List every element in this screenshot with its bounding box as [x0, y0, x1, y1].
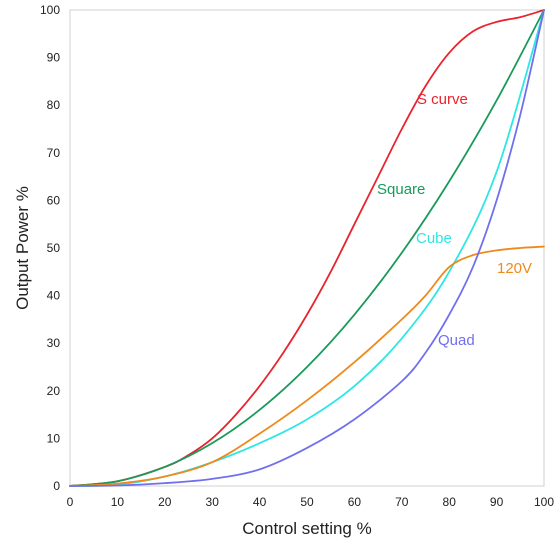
y-tick-label: 70	[47, 146, 61, 160]
series-label-quad: Quad	[438, 332, 475, 349]
x-tick-label: 20	[158, 495, 172, 509]
x-tick-label: 90	[490, 495, 504, 509]
series-label-square: Square	[377, 181, 425, 198]
series-line-120v	[69, 245, 545, 487]
x-tick-label: 50	[300, 495, 314, 509]
y-tick-label: 20	[47, 384, 61, 398]
x-tick-label: 10	[111, 495, 125, 509]
y-tick-label: 10	[47, 431, 61, 445]
x-tick-label: 40	[253, 495, 267, 509]
y-tick-label: 90	[47, 51, 61, 65]
x-tick-label: 70	[395, 495, 409, 509]
y-tick-label: 60	[47, 193, 61, 207]
series-line-s-curve	[69, 9, 545, 487]
y-tick-label: 30	[47, 336, 61, 350]
y-tick-label: 40	[47, 289, 61, 303]
y-tick-label: 0	[53, 479, 60, 493]
x-axis-title: Control setting %	[242, 519, 371, 538]
series-line-cube	[69, 9, 545, 487]
y-tick-label: 80	[47, 98, 61, 112]
x-tick-label: 80	[443, 495, 457, 509]
series-line-square	[69, 9, 545, 487]
y-tick-label: 50	[47, 241, 61, 255]
x-tick-label: 60	[348, 495, 362, 509]
x-tick-label: 100	[534, 495, 554, 509]
series-label-120v: 120V	[497, 260, 532, 277]
series-label-s-curve: S curve	[417, 91, 468, 108]
x-tick-label: 30	[206, 495, 220, 509]
y-axis-title: Output Power %	[13, 186, 32, 310]
series-line-quad	[69, 9, 545, 487]
series-label-cube: Cube	[416, 230, 452, 247]
plot-area-border	[69, 9, 545, 487]
y-tick-label: 100	[40, 3, 60, 17]
x-tick-label: 0	[67, 495, 74, 509]
